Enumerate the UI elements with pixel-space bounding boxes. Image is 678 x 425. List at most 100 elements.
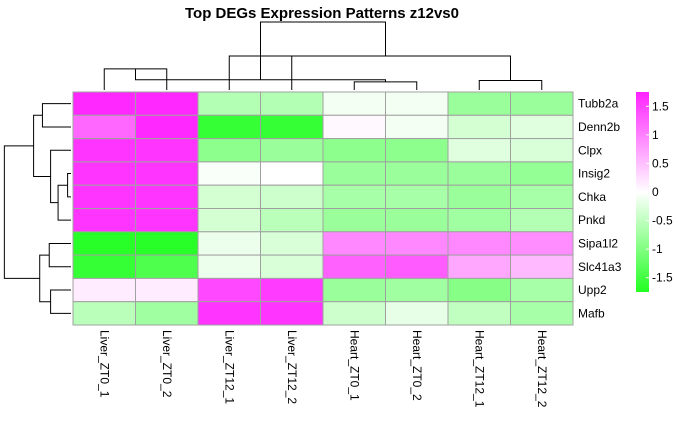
column-label: Liver_ZT12_2 [285, 330, 299, 404]
row-label: Slc41a3 [578, 260, 622, 274]
heatmap-cell [385, 208, 449, 233]
heatmap-cell [135, 138, 199, 163]
legend-tick-label: -0.5 [652, 214, 673, 228]
heatmap-cell [510, 184, 574, 209]
heatmap-cell [135, 208, 199, 233]
heatmap-cell [385, 254, 449, 279]
column-label: Heart_ZT12_2 [535, 330, 549, 408]
color-legend: 1.5 1 0.5 0 -0.5 -1 -1.5 [636, 92, 673, 292]
heatmap-cell [322, 114, 386, 140]
dendrogram-branch [3, 145, 40, 279]
legend-tick-label: 1.5 [652, 99, 669, 113]
heatmap-cell [260, 208, 324, 233]
row-labels: Tubb2a Denn2b Clpx Insig2 Chka Pnkd Sipa1l2 Slc… [578, 97, 622, 321]
heatmap-cell [447, 184, 511, 209]
heatmap-cell [510, 161, 574, 186]
heatmap-cell [322, 277, 386, 303]
column-label: Heart_ZT12_1 [472, 330, 486, 408]
legend-tick-label: 1 [652, 128, 659, 142]
row-dendrogram [3, 103, 71, 314]
legend-tick-label: -1.5 [652, 271, 673, 285]
heatmap-cell [72, 301, 136, 326]
heatmap-cell [447, 231, 511, 256]
heatmap-cell [197, 301, 261, 326]
heatmap-cell [260, 184, 324, 209]
heatmap-cell [322, 138, 386, 163]
row-label: Upp2 [578, 283, 607, 297]
heatmap-cell [447, 114, 511, 140]
heatmap-cell [385, 301, 449, 326]
row-label: Tubb2a [578, 97, 619, 111]
heatmap-cell [260, 138, 324, 163]
dendrogram-branch [260, 21, 386, 56]
heatmap-cell [322, 208, 386, 233]
row-label: Denn2b [578, 120, 620, 134]
heatmap-cell [72, 114, 136, 140]
heatmap-cell [510, 277, 574, 303]
column-label: Liver_ZT0_1 [97, 330, 111, 398]
heatmap-cell [385, 138, 449, 163]
heatmap-cell [385, 231, 449, 256]
row-label: Chka [578, 190, 606, 204]
heatmap-cell [385, 277, 449, 303]
legend-tick-label: 0 [652, 185, 659, 199]
heatmap-cell [197, 231, 261, 256]
heatmap-cells [72, 91, 574, 326]
heatmap-cell [322, 301, 386, 326]
heatmap-cell [72, 184, 136, 209]
heatmap-cell [197, 254, 261, 279]
heatmap-cell [385, 114, 449, 140]
dendrogram-branch [260, 55, 511, 81]
row-label: Mafb [578, 306, 605, 320]
heatmap-cell [510, 138, 574, 163]
row-label: Pnkd [578, 213, 605, 227]
heatmap-cell [197, 91, 261, 116]
heatmap-cell [322, 254, 386, 279]
dendrogram-branch [48, 242, 71, 268]
heatmap-cell [322, 161, 386, 186]
heatmap-cell [260, 114, 324, 140]
dendrogram-branch [41, 103, 71, 128]
heatmap-cell [72, 138, 136, 163]
heatmap-cell [447, 208, 511, 233]
dendrogram-branch [57, 184, 71, 221]
heatmap-cell [135, 301, 199, 326]
dendrogram-branch [478, 79, 543, 90]
heatmap-cell [322, 91, 386, 116]
heatmap-cell [260, 91, 324, 116]
heatmap-cell [510, 231, 574, 256]
heatmap-cell [385, 161, 449, 186]
legend-tick-label: 0.5 [652, 156, 669, 170]
heatmap-cell [260, 277, 324, 303]
row-label: Sipa1l2 [578, 236, 618, 250]
heatmap-cell [72, 208, 136, 233]
heatmap-cell [72, 254, 136, 279]
heatmap-cell [260, 301, 324, 326]
heatmap-cell [510, 91, 574, 116]
heatmap-cell [197, 114, 261, 140]
chart-title: Top DEGs Expression Patterns z12vs0 [185, 5, 459, 22]
column-dendrogram [103, 21, 543, 90]
heatmap-cell [72, 161, 136, 186]
heatmap-cell [135, 231, 199, 256]
heatmap-cell [72, 231, 136, 256]
dendrogram-branch [353, 81, 418, 90]
heatmap-cell [385, 184, 449, 209]
heatmap-cell [135, 91, 199, 116]
row-label: Clpx [578, 143, 602, 157]
heatmap-cell [260, 161, 324, 186]
heatmap-cell [135, 254, 199, 279]
heatmap-cell [510, 208, 574, 233]
heatmap-cell [322, 184, 386, 209]
heatmap-cell [197, 277, 261, 303]
heatmap-cell [447, 161, 511, 186]
heatmap-cell [260, 231, 324, 256]
heatmap-cell [447, 91, 511, 116]
heatmap-cell [197, 161, 261, 186]
heatmap-cell [135, 161, 199, 186]
heatmap-cell [447, 138, 511, 163]
dendrogram-branch [50, 289, 71, 314]
heatmap-cell [510, 301, 574, 326]
heatmap-cell [510, 254, 574, 279]
